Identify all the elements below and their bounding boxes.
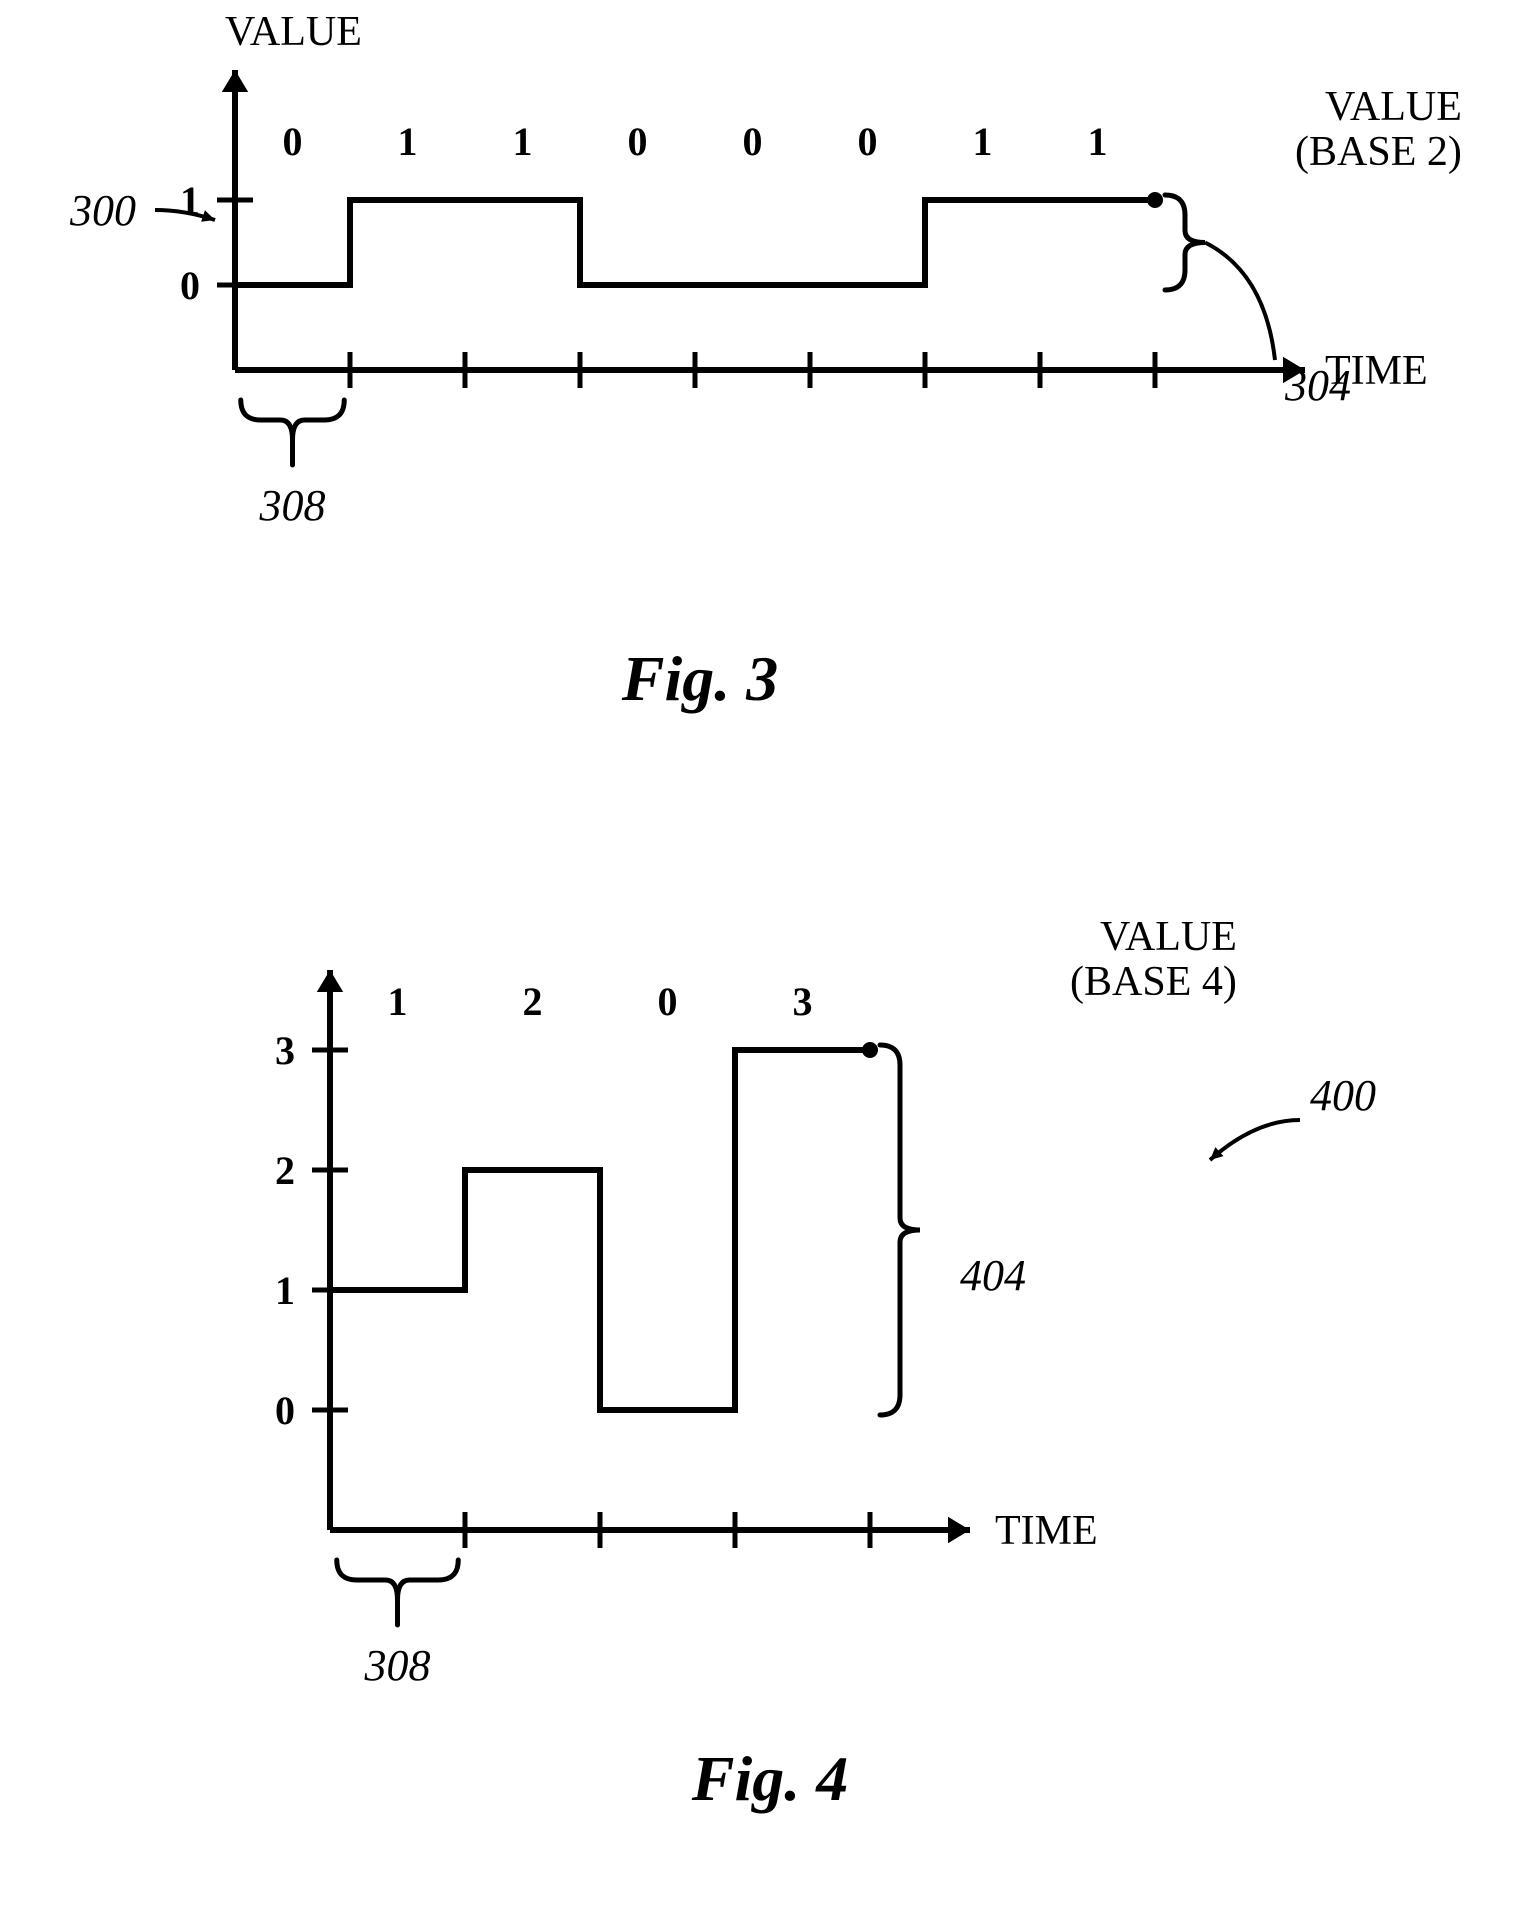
svg-text:(BASE 2): (BASE 2) bbox=[1295, 129, 1462, 175]
svg-text:404: 404 bbox=[960, 1251, 1026, 1300]
svg-text:VALUE: VALUE bbox=[225, 9, 362, 55]
signal-base4 bbox=[330, 1050, 870, 1410]
svg-text:Fig. 3: Fig. 3 bbox=[621, 643, 778, 714]
svg-text:VALUE: VALUE bbox=[1100, 914, 1237, 960]
svg-text:VALUE: VALUE bbox=[1325, 84, 1462, 130]
svg-text:308: 308 bbox=[364, 1641, 431, 1690]
svg-text:1: 1 bbox=[388, 979, 408, 1024]
svg-text:0: 0 bbox=[275, 1388, 295, 1433]
svg-text:2: 2 bbox=[523, 979, 543, 1024]
svg-text:300: 300 bbox=[69, 186, 136, 235]
svg-text:3: 3 bbox=[793, 979, 813, 1024]
svg-text:0: 0 bbox=[180, 263, 200, 308]
figure-3: 01VALUETIME01100011VALUE(BASE 2)30430830… bbox=[69, 9, 1462, 714]
svg-text:0: 0 bbox=[658, 979, 678, 1024]
svg-text:0: 0 bbox=[858, 119, 878, 164]
figure-4: 0 1 2 3 TIME 1 2 0 3 VALUE(BASE 4) 404 400 308 Fig. 4 bbox=[275, 914, 1376, 1814]
svg-text:1: 1 bbox=[275, 1268, 295, 1313]
svg-text:1: 1 bbox=[1088, 119, 1108, 164]
signal-base2 bbox=[235, 200, 1155, 285]
svg-text:1: 1 bbox=[398, 119, 418, 164]
svg-text:Fig. 4: Fig. 4 bbox=[691, 1743, 848, 1814]
svg-text:2: 2 bbox=[275, 1148, 295, 1193]
svg-text:0: 0 bbox=[743, 119, 763, 164]
svg-text:400: 400 bbox=[1310, 1071, 1376, 1120]
svg-text:3: 3 bbox=[275, 1028, 295, 1073]
svg-text:308: 308 bbox=[259, 481, 326, 530]
svg-text:304: 304 bbox=[1284, 361, 1351, 410]
svg-text:(BASE 4): (BASE 4) bbox=[1070, 959, 1237, 1005]
svg-text:1: 1 bbox=[513, 119, 533, 164]
svg-text:TIME: TIME bbox=[995, 1508, 1098, 1554]
svg-text:1: 1 bbox=[973, 119, 993, 164]
svg-text:0: 0 bbox=[628, 119, 648, 164]
svg-text:0: 0 bbox=[283, 119, 303, 164]
